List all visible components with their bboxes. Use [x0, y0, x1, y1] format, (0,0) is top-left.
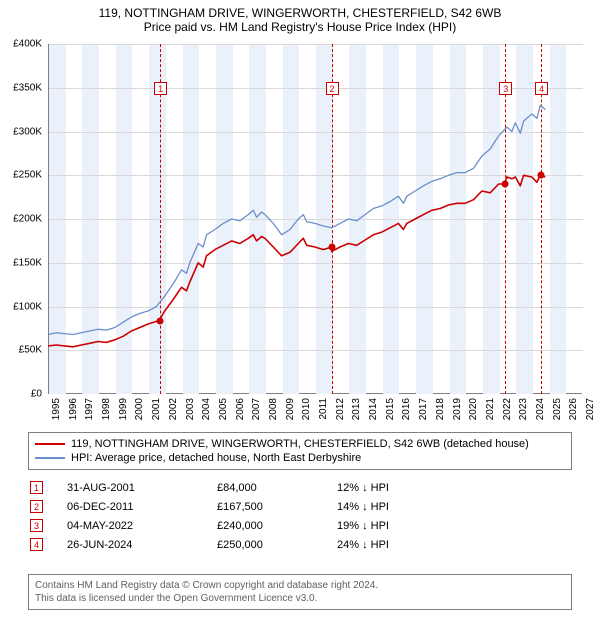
y-tick-label: £300K [0, 126, 42, 137]
x-tick-label: 1999 [118, 398, 129, 428]
x-tick-label: 2014 [368, 398, 379, 428]
price-chart-card: 119, NOTTINGHAM DRIVE, WINGERWORTH, CHES… [0, 0, 600, 620]
sales-row-delta: 24% ↓ HPI [337, 539, 437, 551]
sales-table: 1 31-AUG-2001£84,00012% ↓ HPI 2 06-DEC-2011… [28, 478, 572, 554]
x-tick-label: 2018 [435, 398, 446, 428]
x-tick-label: 2013 [351, 398, 362, 428]
x-tick-label: 2020 [468, 398, 479, 428]
legend-row: 119, NOTTINGHAM DRIVE, WINGERWORTH, CHES… [35, 437, 565, 451]
sales-row-price: £84,000 [217, 482, 337, 494]
footer-attribution: Contains HM Land Registry data © Crown c… [28, 574, 572, 610]
x-tick-label: 2012 [335, 398, 346, 428]
sales-row: 1 31-AUG-2001£84,00012% ↓ HPI [28, 478, 572, 497]
sales-row-marker: 3 [30, 519, 43, 532]
title-subtitle: Price paid vs. HM Land Registry's House … [0, 20, 600, 34]
title-address: 119, NOTTINGHAM DRIVE, WINGERWORTH, CHES… [0, 6, 600, 20]
sales-row-price: £167,500 [217, 501, 337, 513]
x-tick-label: 1997 [84, 398, 95, 428]
x-tick-label: 2025 [552, 398, 563, 428]
x-tick-label: 2022 [502, 398, 513, 428]
y-tick-label: £400K [0, 39, 42, 50]
sales-row-marker: 4 [30, 538, 43, 551]
sales-row-price: £240,000 [217, 520, 337, 532]
y-tick-label: £350K [0, 82, 42, 93]
x-tick-label: 2004 [201, 398, 212, 428]
sales-row-date: 26-JUN-2024 [67, 539, 217, 551]
sales-row-price: £250,000 [217, 539, 337, 551]
y-tick-label: £200K [0, 214, 42, 225]
x-tick-label: 2027 [585, 398, 596, 428]
x-tick-label: 2026 [568, 398, 579, 428]
title-block: 119, NOTTINGHAM DRIVE, WINGERWORTH, CHES… [0, 0, 600, 34]
legend-label: HPI: Average price, detached house, Nort… [71, 452, 361, 464]
sales-row-delta: 14% ↓ HPI [337, 501, 437, 513]
x-tick-label: 2009 [285, 398, 296, 428]
x-tick-label: 1998 [101, 398, 112, 428]
legend-row: HPI: Average price, detached house, Nort… [35, 451, 565, 465]
x-tick-label: 2003 [185, 398, 196, 428]
x-tick-label: 2017 [418, 398, 429, 428]
y-tick-label: £50K [0, 345, 42, 356]
sales-row: 4 26-JUN-2024£250,00024% ↓ HPI [28, 535, 572, 554]
x-tick-label: 2015 [385, 398, 396, 428]
y-tick-label: £0 [0, 389, 42, 400]
x-tick-label: 2023 [518, 398, 529, 428]
sales-row: 2 06-DEC-2011£167,50014% ↓ HPI [28, 497, 572, 516]
x-tick-label: 1996 [68, 398, 79, 428]
legend-swatch [35, 443, 65, 445]
x-tick-label: 2005 [218, 398, 229, 428]
series-property [48, 175, 545, 346]
x-tick-label: 2006 [235, 398, 246, 428]
x-tick-label: 2016 [401, 398, 412, 428]
x-tick-label: 2011 [318, 398, 329, 428]
footer-line2: This data is licensed under the Open Gov… [35, 592, 565, 605]
x-tick-label: 2021 [485, 398, 496, 428]
x-tick-label: 1995 [51, 398, 62, 428]
x-tick-label: 2000 [134, 398, 145, 428]
sales-row-marker: 1 [30, 481, 43, 494]
x-tick-label: 2001 [151, 398, 162, 428]
y-tick-label: £150K [0, 257, 42, 268]
series-svg [48, 44, 582, 394]
y-tick-label: £100K [0, 301, 42, 312]
sales-row-date: 04-MAY-2022 [67, 520, 217, 532]
x-tick-label: 2024 [535, 398, 546, 428]
y-tick-label: £250K [0, 170, 42, 181]
sales-row-marker: 2 [30, 500, 43, 513]
x-tick-label: 2007 [251, 398, 262, 428]
legend-label: 119, NOTTINGHAM DRIVE, WINGERWORTH, CHES… [71, 438, 529, 450]
legend: 119, NOTTINGHAM DRIVE, WINGERWORTH, CHES… [28, 432, 572, 470]
legend-swatch [35, 457, 65, 459]
x-tick-label: 2010 [301, 398, 312, 428]
sales-row: 3 04-MAY-2022£240,00019% ↓ HPI [28, 516, 572, 535]
footer-line1: Contains HM Land Registry data © Crown c… [35, 579, 565, 592]
sales-row-date: 31-AUG-2001 [67, 482, 217, 494]
sales-row-delta: 12% ↓ HPI [337, 482, 437, 494]
chart-area: 1234 £0£50K£100K£150K£200K£250K£300K£350… [48, 44, 582, 394]
x-tick-label: 2002 [168, 398, 179, 428]
sales-row-date: 06-DEC-2011 [67, 501, 217, 513]
series-hpi [48, 105, 545, 334]
sales-row-delta: 19% ↓ HPI [337, 520, 437, 532]
x-tick-label: 2008 [268, 398, 279, 428]
x-tick-label: 2019 [452, 398, 463, 428]
